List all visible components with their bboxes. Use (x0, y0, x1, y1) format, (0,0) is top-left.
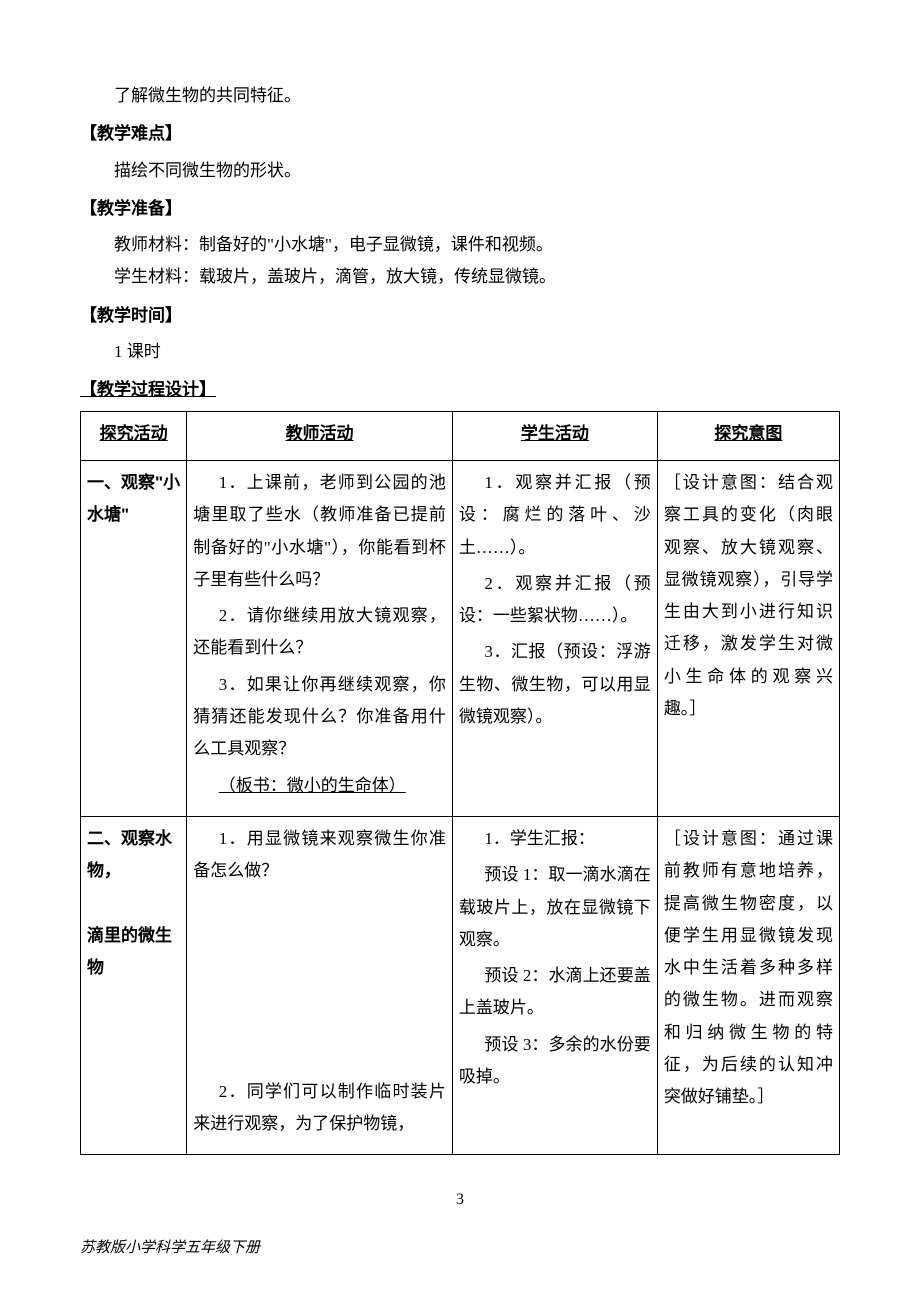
r2-student-p1: 预设 1：取一滴水滴在载玻片上，放在显微镜下观察。 (459, 859, 651, 956)
row1-teacher: 1．上课前，老师到公园的池塘里取了些水（教师准备已提前制备好的"小水塘"），你能… (187, 460, 453, 816)
book-title-footer: 苏教版小学科学五年级下册 (80, 1234, 840, 1263)
row2-teacher: 1．用显微镜来观察微生你准备怎么做？ 2．同学们可以制作临时装片来进行观察，为了… (187, 816, 453, 1154)
page-number: 3 (80, 1185, 840, 1215)
heading-time: 【教学时间】 (80, 300, 840, 332)
heading-difficulty: 【教学难点】 (80, 118, 840, 150)
time-body: 1 课时 (80, 336, 840, 368)
r1-student-p3: 3．汇报（预设：浮游生物、微生物，可以用显微镜观察）。 (459, 636, 651, 733)
r1-student-p2: 2．观察并汇报（预设：一些絮状物……）。 (459, 568, 651, 633)
row2-label-a: 二、观察水物， (87, 829, 172, 880)
process-table: 探究活动 教师活动 学生活动 探究意图 一、观察"小水塘" 1．上课前，老师到公… (80, 411, 840, 1155)
row2-label: 二、观察水物， 滴里的微生物 (81, 816, 187, 1154)
prep-teacher: 教师材料：制备好的"小水塘"，电子显微镜，课件和视频。 (80, 229, 840, 261)
r2-teacher-p1: 1．用显微镜来观察微生你准备怎么做？ (193, 823, 446, 888)
r1-teacher-p1: 1．上课前，老师到公园的池塘里取了些水（教师准备已提前制备好的"小水塘"），你能… (193, 467, 446, 596)
spacer (193, 892, 446, 1072)
r2-student-p3: 预设 3：多余的水份要吸掉。 (459, 1029, 651, 1094)
r1-intent-text: ［设计意图：结合观察工具的变化（肉眼观察、放大镜观察、显微镜观察），引导学生由大… (664, 467, 833, 725)
r1-teacher-p3: 3．如果让你再继续观察，你猜猜还能发现什么？你准备用什么工具观察？ (193, 669, 446, 766)
row1-label: 一、观察"小水塘" (81, 460, 187, 816)
row2-label-b: 滴里的微生物 (87, 926, 172, 977)
heading-prep: 【教学准备】 (80, 193, 840, 225)
row1-student: 1．观察并汇报（预设：腐烂的落叶、沙土……）。 2．观察并汇报（预设：一些絮状物… (452, 460, 657, 816)
row2-student: 1．学生汇报： 预设 1：取一滴水滴在载玻片上，放在显微镜下观察。 预设 2：水… (452, 816, 657, 1154)
r2-intent-text: ［设计意图：通过课前教师有意地培养，提高微生物密度，以便学生用显微镜发现水中生活… (664, 823, 833, 1114)
table-header-row: 探究活动 教师活动 学生活动 探究意图 (81, 411, 840, 460)
r1-student-p1: 1．观察并汇报（预设：腐烂的落叶、沙土……）。 (459, 467, 651, 564)
row1-intent: ［设计意图：结合观察工具的变化（肉眼观察、放大镜观察、显微镜观察），引导学生由大… (657, 460, 839, 816)
th-activity: 探究活动 (81, 411, 187, 460)
row2-intent: ［设计意图：通过课前教师有意地培养，提高微生物密度，以便学生用显微镜发现水中生活… (657, 816, 839, 1154)
th-teacher: 教师活动 (187, 411, 453, 460)
r2-student-p2: 预设 2：水滴上还要盖上盖玻片。 (459, 960, 651, 1025)
r1-teacher-p2: 2．请你继续用放大镜观察，还能看到什么？ (193, 600, 446, 665)
r1-teacher-board: （板书：微小的生命体） (193, 770, 446, 802)
r2-teacher-p2: 2．同学们可以制作临时装片来进行观察，为了保护物镜， (193, 1076, 446, 1141)
intro-line: 了解微生物的共同特征。 (80, 80, 840, 112)
th-intent: 探究意图 (657, 411, 839, 460)
th-student: 学生活动 (452, 411, 657, 460)
table-row: 一、观察"小水塘" 1．上课前，老师到公园的池塘里取了些水（教师准备已提前制备好… (81, 460, 840, 816)
heading-process: 【教学过程设计】 (80, 374, 840, 406)
prep-student: 学生材料：载玻片，盖玻片，滴管，放大镜，传统显微镜。 (80, 261, 840, 293)
difficulty-body: 描绘不同微生物的形状。 (80, 155, 840, 187)
r2-student-lead: 1．学生汇报： (459, 823, 651, 855)
table-row: 二、观察水物， 滴里的微生物 1．用显微镜来观察微生你准备怎么做？ 2．同学们可… (81, 816, 840, 1154)
